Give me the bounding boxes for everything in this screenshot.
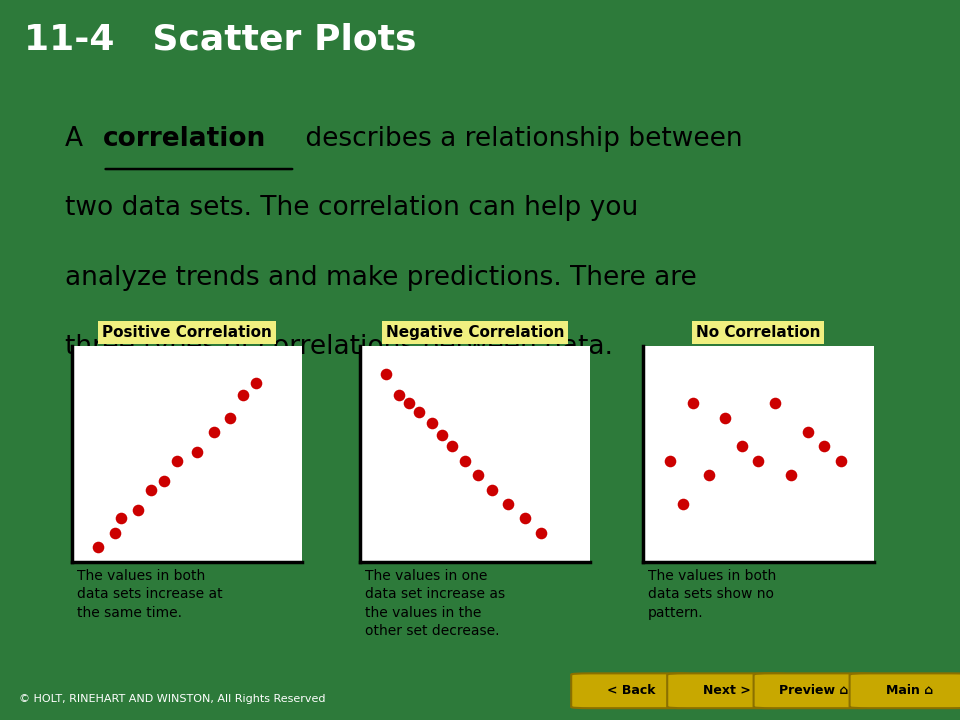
Point	[484, 484, 499, 495]
Point	[684, 397, 700, 409]
FancyBboxPatch shape	[754, 673, 874, 708]
Point	[170, 455, 185, 467]
Text: three types of correlations between data.: three types of correlations between data…	[65, 334, 612, 360]
Point	[143, 484, 158, 495]
Point	[249, 377, 264, 389]
Point	[767, 397, 782, 409]
FancyBboxPatch shape	[571, 673, 691, 708]
FancyBboxPatch shape	[667, 673, 787, 708]
Point	[435, 429, 450, 441]
Point	[783, 469, 799, 481]
Point	[392, 389, 407, 400]
Point	[412, 406, 427, 418]
Text: The values in both
data sets show no
pattern.: The values in both data sets show no pat…	[648, 569, 777, 620]
Text: The values in both
data sets increase at
the same time.: The values in both data sets increase at…	[77, 569, 223, 620]
Text: describes a relationship between: describes a relationship between	[297, 125, 742, 152]
Point	[235, 389, 251, 400]
FancyBboxPatch shape	[850, 673, 960, 708]
Point	[444, 441, 460, 452]
Point	[817, 441, 832, 452]
Text: correlation: correlation	[103, 125, 266, 152]
Point	[702, 469, 717, 481]
Point	[500, 498, 516, 510]
Point	[516, 513, 532, 524]
Point	[718, 412, 733, 423]
Point	[734, 441, 750, 452]
Point	[470, 469, 486, 481]
Text: No Correlation: No Correlation	[696, 325, 821, 340]
Point	[751, 455, 766, 467]
Point	[90, 541, 106, 553]
Point	[800, 426, 815, 438]
Text: < Back: < Back	[607, 684, 656, 697]
Text: Preview ⌂: Preview ⌂	[779, 684, 849, 697]
Point	[223, 412, 238, 423]
Point	[458, 455, 473, 467]
Point	[424, 418, 440, 429]
Text: A: A	[65, 125, 100, 152]
Point	[205, 426, 221, 438]
Text: analyze trends and make predictions. There are: analyze trends and make predictions. The…	[65, 265, 697, 291]
Text: The values in one
data set increase as
the values in the
other set decrease.: The values in one data set increase as t…	[365, 569, 505, 638]
Text: © HOLT, RINEHART AND WINSTON, All Rights Reserved: © HOLT, RINEHART AND WINSTON, All Rights…	[19, 694, 325, 704]
Text: 11-4   Scatter Plots: 11-4 Scatter Plots	[24, 22, 417, 56]
Point	[675, 498, 690, 510]
Point	[113, 513, 129, 524]
Point	[534, 527, 549, 539]
Point	[156, 475, 172, 487]
Point	[131, 504, 146, 516]
Text: two data sets. The correlation can help you: two data sets. The correlation can help …	[65, 195, 638, 221]
Text: Next >: Next >	[704, 684, 751, 697]
Point	[189, 446, 204, 458]
Point	[833, 455, 849, 467]
Point	[661, 455, 677, 467]
Text: Positive Correlation: Positive Correlation	[103, 325, 272, 340]
Point	[401, 397, 417, 409]
Point	[108, 527, 123, 539]
Text: Negative Correlation: Negative Correlation	[386, 325, 564, 340]
Text: Main ⌂: Main ⌂	[886, 684, 933, 697]
Point	[378, 369, 394, 380]
